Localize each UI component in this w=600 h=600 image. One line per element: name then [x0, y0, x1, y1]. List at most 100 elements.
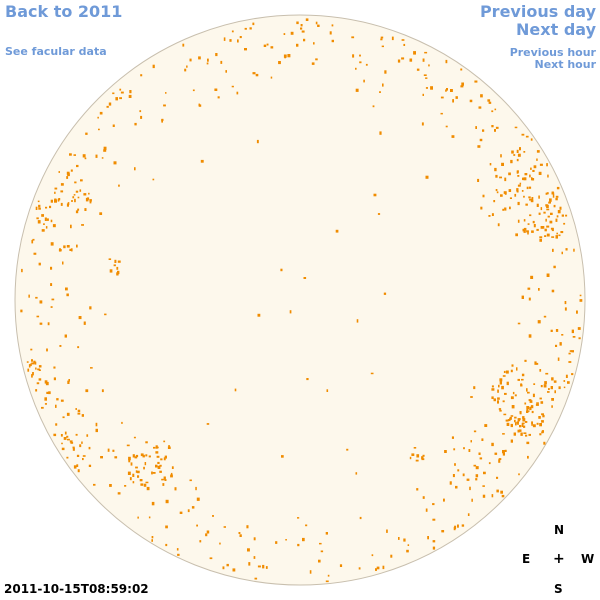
facula-speck	[41, 214, 44, 217]
previous-hour-link[interactable]: Previous hour	[509, 46, 596, 59]
facula-speck	[475, 466, 479, 470]
facula-speck	[398, 537, 400, 540]
facula-speck	[536, 150, 540, 153]
facula-speck	[493, 398, 496, 402]
facula-speck	[76, 454, 80, 457]
facula-speck	[113, 161, 117, 165]
back-to-year-link[interactable]: Back to 2011	[5, 2, 123, 21]
facula-speck	[555, 344, 558, 347]
see-facular-data-link[interactable]: See facular data	[5, 45, 107, 58]
next-day-link[interactable]: Next day	[516, 20, 596, 39]
facula-speck	[531, 421, 533, 424]
facula-speck	[99, 111, 103, 115]
facula-speck	[107, 448, 110, 452]
facula-speck	[397, 59, 401, 63]
facula-speck	[527, 231, 529, 235]
facula-speck	[89, 306, 92, 310]
facula-speck	[536, 158, 538, 161]
facula-speck	[239, 534, 242, 537]
facula-speck	[556, 232, 558, 235]
facula-speck	[391, 36, 394, 41]
facula-speck	[77, 409, 81, 412]
facula-speck	[77, 469, 80, 473]
facula-speck	[510, 439, 513, 443]
facula-speck	[541, 413, 544, 416]
facula-speck	[270, 76, 273, 79]
facula-speck	[70, 442, 74, 444]
facula-speck	[514, 416, 517, 419]
facula-speck	[543, 211, 546, 214]
facula-speck	[471, 498, 473, 502]
facula-speck	[70, 224, 72, 229]
facula-speck	[145, 481, 149, 484]
facula-speck	[411, 453, 415, 456]
facula-speck	[452, 474, 455, 478]
next-hour-link[interactable]: Next hour	[534, 58, 597, 71]
facula-speck	[167, 446, 171, 449]
facula-speck	[467, 513, 470, 516]
facula-speck	[541, 430, 544, 433]
facula-speck	[179, 511, 183, 514]
facula-speck	[359, 516, 362, 520]
facula-speck	[522, 177, 525, 181]
facula-speck	[422, 58, 425, 62]
facula-speck	[44, 403, 47, 405]
facula-speck	[528, 334, 532, 338]
facula-speck	[252, 72, 256, 75]
facula-speck	[564, 307, 567, 311]
facula-speck	[528, 196, 531, 199]
facula-speck	[479, 138, 483, 142]
facula-speck	[375, 568, 377, 571]
facula-speck	[551, 236, 555, 238]
facula-speck	[236, 91, 239, 95]
facula-speck	[215, 53, 218, 57]
facula-speck	[77, 208, 80, 211]
facula-speck	[491, 385, 494, 388]
facula-speck	[244, 27, 247, 30]
facula-speck	[528, 399, 532, 402]
facula-speck	[521, 133, 525, 136]
facula-speck	[409, 58, 413, 62]
facula-speck	[427, 536, 429, 540]
facula-speck	[303, 277, 307, 279]
facula-speck	[161, 119, 163, 123]
facula-speck	[501, 162, 504, 166]
facula-speck	[296, 21, 299, 25]
facula-speck	[440, 112, 443, 115]
facula-speck	[561, 214, 564, 217]
facula-speck	[564, 301, 567, 305]
facula-speck	[551, 289, 555, 293]
facula-speck	[21, 268, 23, 273]
facula-speck	[477, 178, 480, 182]
facula-speck	[497, 400, 499, 404]
facula-speck	[549, 220, 553, 224]
facula-speck	[31, 239, 34, 244]
facula-speck	[578, 337, 581, 340]
facula-speck	[502, 433, 505, 435]
previous-day-link[interactable]: Previous day	[479, 2, 596, 21]
facula-speck	[135, 470, 138, 473]
facula-speck	[318, 559, 321, 563]
facula-speck	[77, 196, 80, 199]
facula-speck	[315, 58, 318, 61]
facula-speck	[171, 466, 174, 469]
facula-speck	[33, 360, 36, 364]
facula-speck	[365, 63, 368, 66]
facula-speck	[41, 229, 45, 232]
facula-speck	[39, 300, 43, 304]
facula-speck	[543, 441, 546, 445]
facula-speck	[461, 524, 465, 527]
facula-speck	[140, 483, 144, 486]
facula-speck	[280, 268, 283, 272]
facula-speck	[559, 206, 562, 210]
facula-speck	[206, 62, 209, 65]
facula-speck	[526, 230, 529, 233]
facula-speck	[67, 438, 70, 441]
facula-speck	[226, 563, 229, 567]
facula-speck	[379, 91, 381, 93]
facula-speck	[479, 457, 483, 460]
facula-speck	[244, 48, 247, 51]
facula-speck	[163, 457, 166, 461]
facula-speck	[79, 189, 82, 192]
